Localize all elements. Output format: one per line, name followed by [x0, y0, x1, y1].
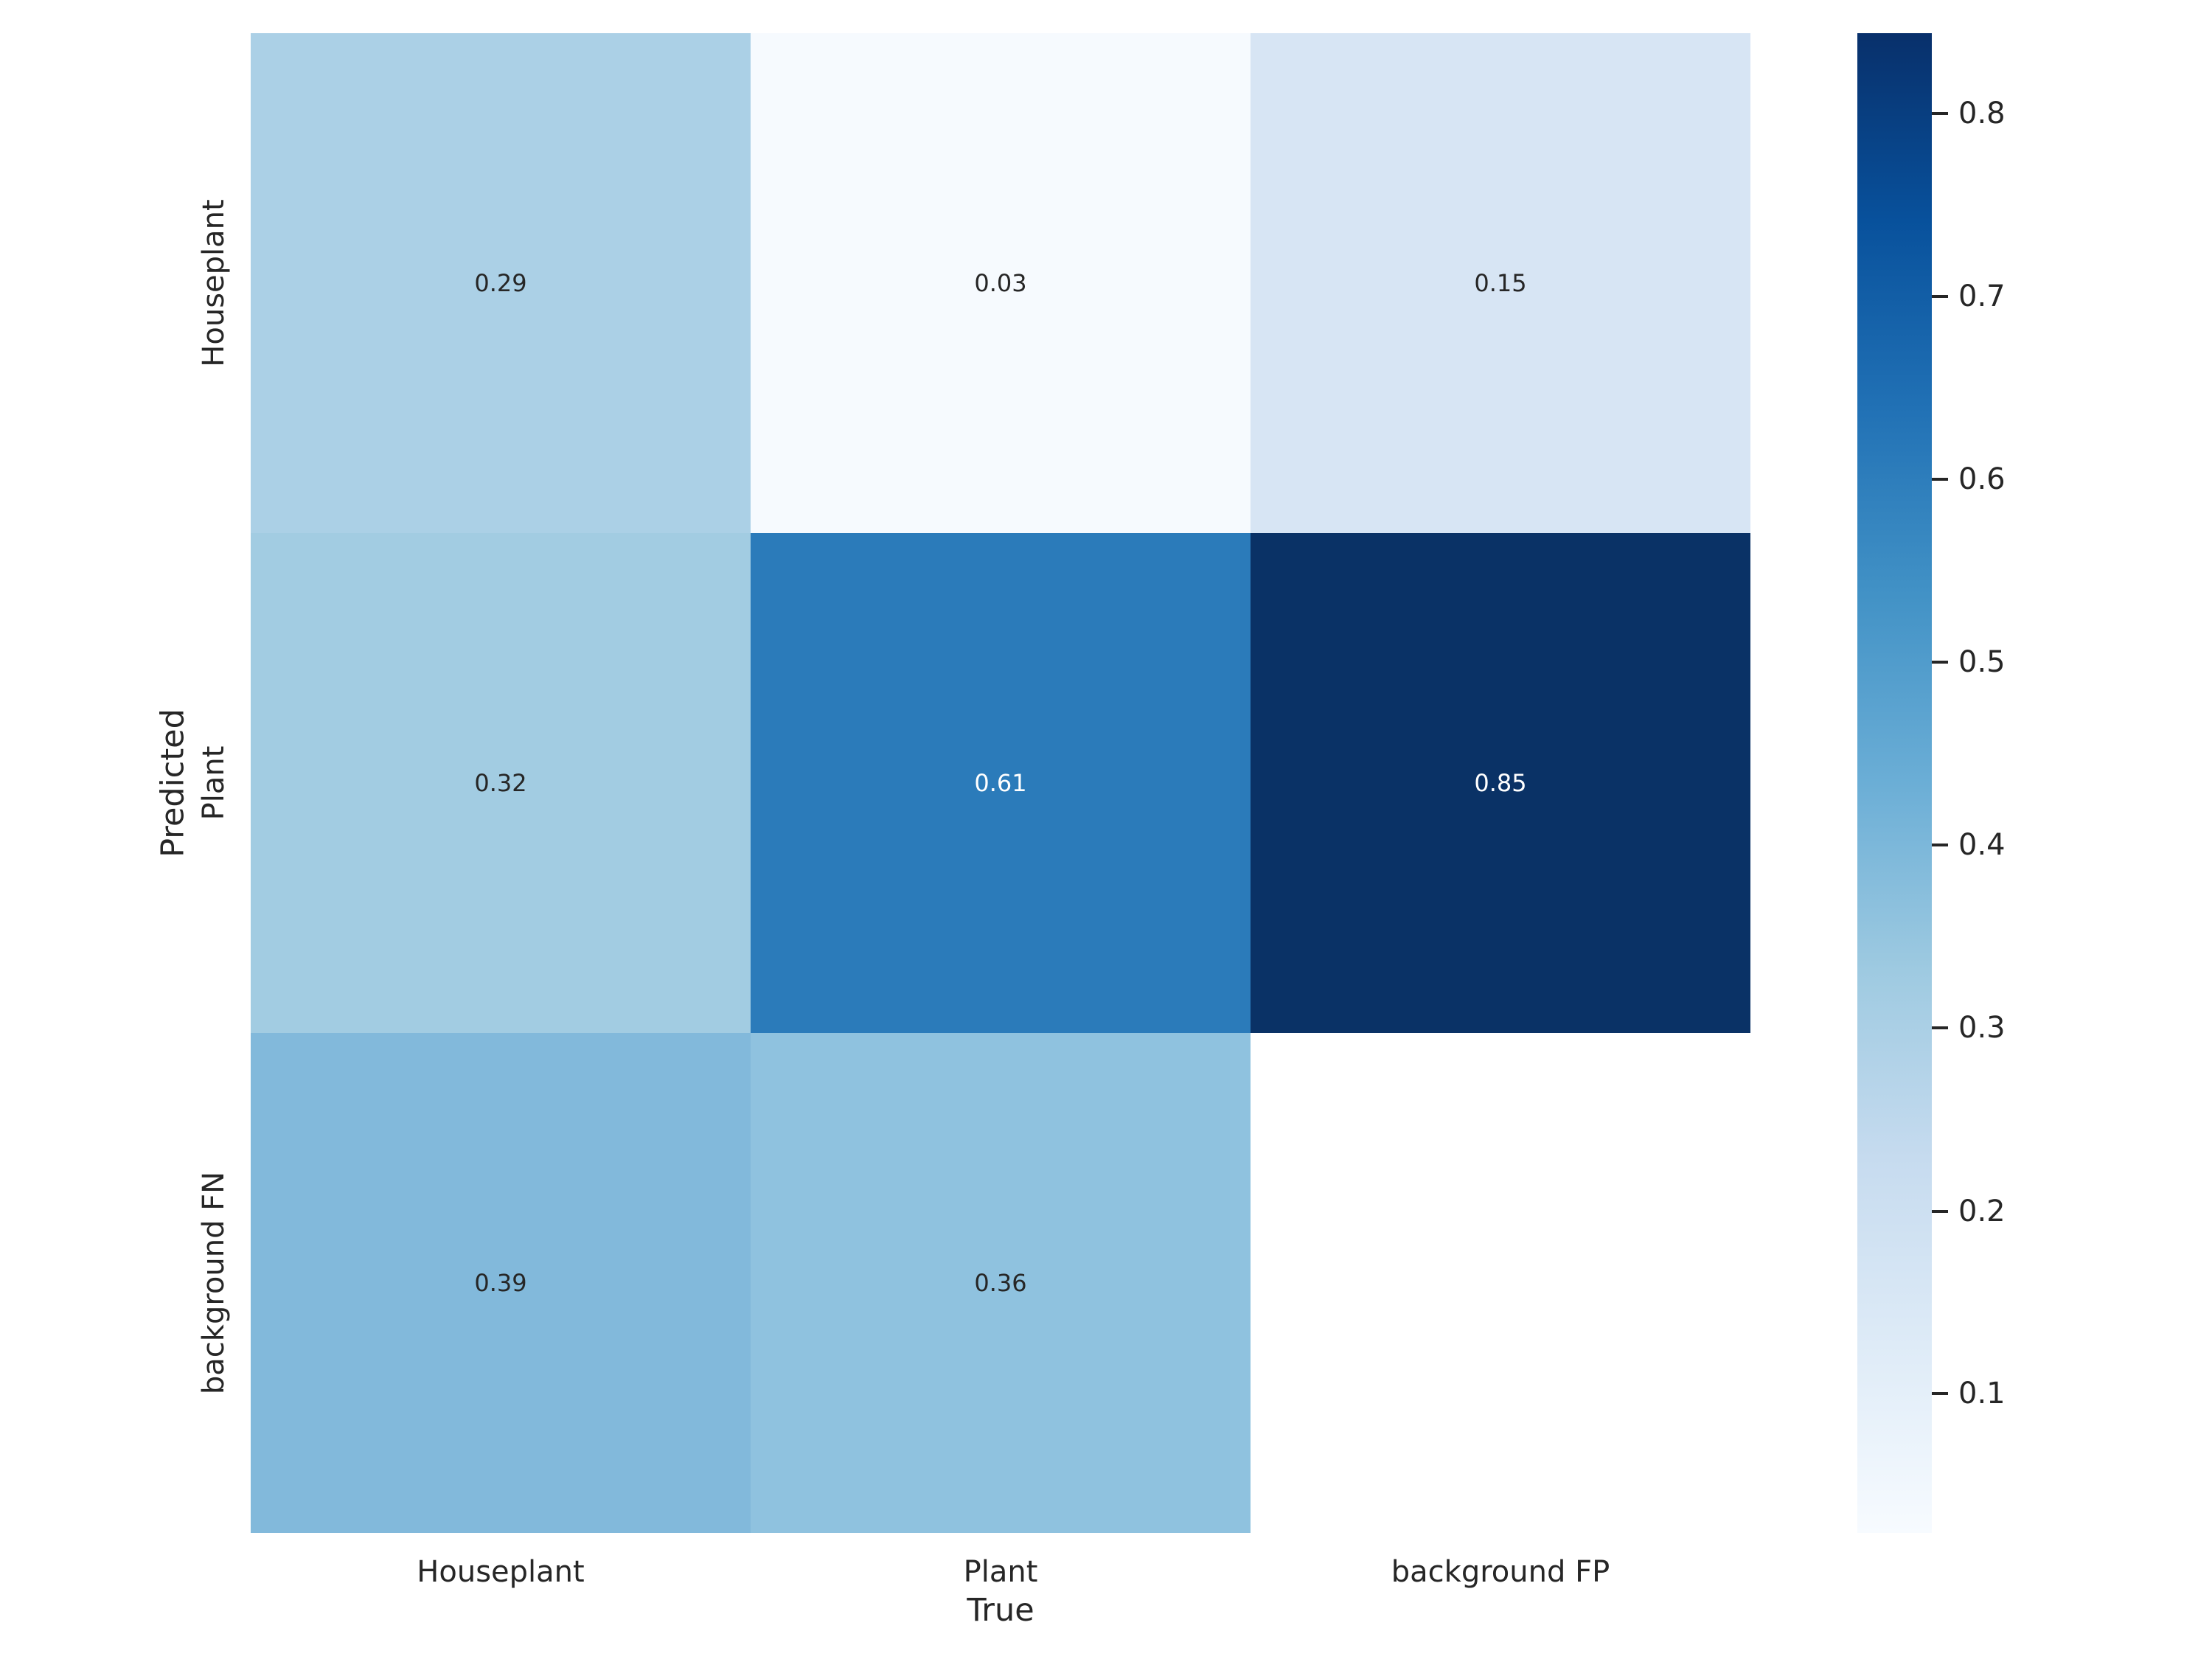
- heatmap-cell: 0.15: [1251, 33, 1750, 533]
- heatmap-cell: [1251, 1033, 1750, 1533]
- colorbar: 0.8 0.7 0.6 0.5 0.4 0.3 0.2 0.1: [1857, 33, 2006, 1533]
- heatmap-cell: 0.36: [751, 1033, 1251, 1533]
- tick-label: 0.3: [1958, 1011, 2006, 1046]
- tick-mark: [1932, 844, 1948, 847]
- tick-mark: [1932, 1026, 1948, 1030]
- x-tick-background-fp: background FP: [1391, 1555, 1610, 1589]
- y-axis-label: Predicted: [154, 709, 192, 858]
- y-tick-background-fn: background FN: [197, 1171, 231, 1395]
- y-tick-houseplant: Houseplant: [197, 199, 231, 367]
- x-axis-label: True: [967, 1592, 1034, 1629]
- cell-value: 0.36: [974, 1269, 1027, 1297]
- x-tick-houseplant: Houseplant: [417, 1555, 585, 1589]
- heatmap-cell: 0.61: [751, 533, 1251, 1033]
- tick-mark: [1932, 478, 1948, 481]
- heatmap-cell: 0.32: [251, 533, 751, 1033]
- tick-mark: [1932, 661, 1948, 664]
- tick-mark: [1932, 295, 1948, 299]
- tick-label: 0.2: [1958, 1194, 2006, 1228]
- tick-label: 0.6: [1958, 462, 2006, 497]
- cell-value: 0.85: [1474, 769, 1527, 797]
- cell-value: 0.32: [474, 769, 527, 797]
- tick-mark: [1932, 1392, 1948, 1396]
- cell-value: 0.61: [974, 769, 1027, 797]
- heatmap-cell: 0.29: [251, 33, 751, 533]
- cell-value: 0.03: [974, 269, 1027, 297]
- heatmap-grid: 0.29 0.03 0.15 0.32 0.61 0.85 0.39 0.36: [251, 33, 1750, 1533]
- y-tick-plant: Plant: [197, 745, 231, 821]
- heatmap-cell: 0.39: [251, 1033, 751, 1533]
- tick-label: 0.8: [1958, 97, 2006, 131]
- tick-label: 0.1: [1958, 1377, 2006, 1411]
- heatmap-cell: 0.03: [751, 33, 1251, 533]
- heatmap-cell: 0.85: [1251, 533, 1750, 1033]
- tick-label: 0.4: [1958, 828, 2006, 863]
- tick-mark: [1932, 112, 1948, 116]
- cell-value: 0.29: [474, 269, 527, 297]
- tick-mark: [1932, 1209, 1948, 1213]
- x-tick-plant: Plant: [963, 1555, 1038, 1589]
- tick-label: 0.7: [1958, 279, 2006, 314]
- cell-value: 0.15: [1474, 269, 1527, 297]
- tick-label: 0.5: [1958, 645, 2006, 680]
- cell-value: 0.39: [474, 1269, 527, 1297]
